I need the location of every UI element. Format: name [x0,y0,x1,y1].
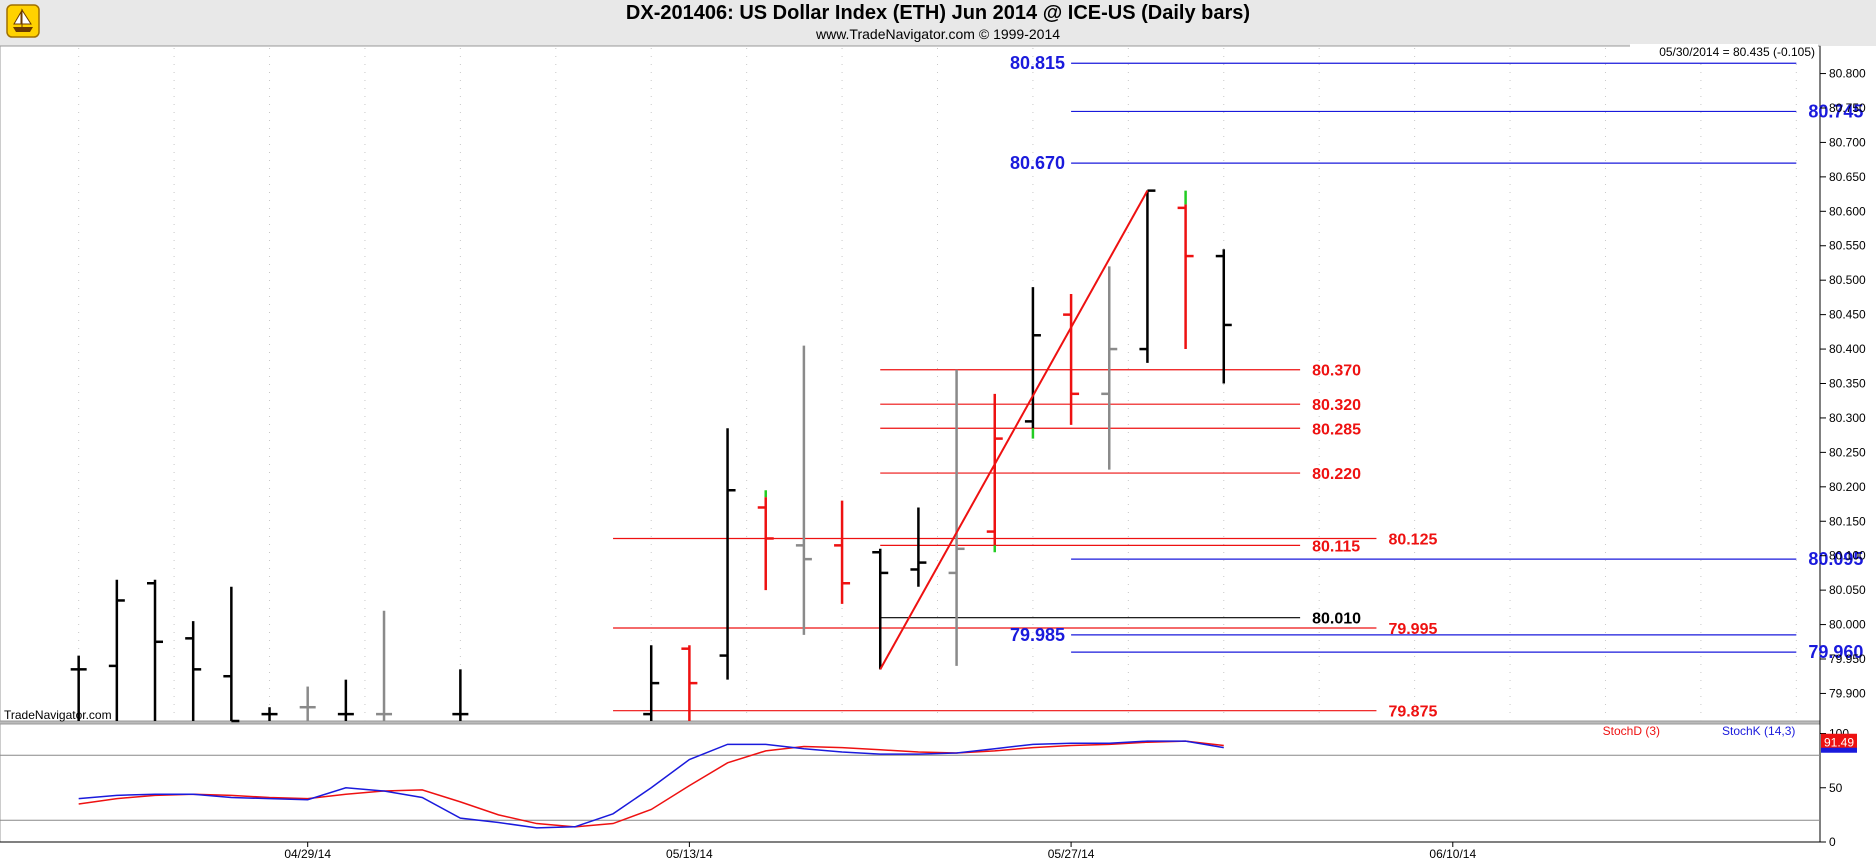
chart-header [0,0,1876,46]
stoch-last-value-badge-k [1821,747,1857,753]
price-tick-label: 80.400 [1829,342,1866,356]
stoch-tick-label: 0 [1829,835,1836,849]
stoch-legend-k: StochK (14,3) [1722,724,1795,738]
level-label: 80.125 [1388,531,1437,548]
price-tick-label: 80.350 [1829,377,1866,391]
price-tick-label: 80.200 [1829,480,1866,494]
watermark-label: TradeNavigator.com [4,708,112,722]
date-tick-label: 04/29/14 [284,847,331,861]
date-tick-label: 06/10/14 [1429,847,1476,861]
price-tick-label: 80.500 [1829,273,1866,287]
level-label: 80.745 [1808,101,1863,121]
price-panel-frame [0,45,1821,722]
price-tick-label: 80.050 [1829,583,1866,597]
price-tick-label: 80.300 [1829,411,1866,425]
last-price-label: 05/30/2014 = 80.435 (-0.105) [1659,45,1815,59]
stochastic-panel-frame [0,723,1821,843]
price-tick-label: 79.950 [1829,652,1866,666]
level-label: 80.815 [1010,53,1065,73]
price-tick-label: 80.600 [1829,204,1866,218]
level-label: 79.985 [1010,625,1065,645]
price-tick-label: 80.150 [1829,514,1866,528]
stoch-last-value-badge [1821,733,1857,751]
level-label: 80.320 [1312,397,1361,414]
price-tick-label: 80.650 [1829,170,1866,184]
level-label: 80.285 [1312,421,1361,438]
level-label: 80.010 [1312,611,1361,628]
date-tick-label: 05/27/14 [1048,847,1095,861]
level-label: 79.875 [1388,704,1437,721]
price-tick-label: 80.250 [1829,445,1866,459]
price-tick-label: 79.900 [1829,686,1866,700]
stoch-legend-d: StochD (3) [1603,724,1660,738]
price-tick-label: 80.450 [1829,308,1866,322]
price-tick-label: 80.100 [1829,549,1866,563]
chart-title: DX-201406: US Dollar Index (ETH) Jun 201… [625,2,1251,24]
stoch-tick-label: 50 [1829,781,1843,795]
level-label: 80.220 [1312,466,1361,483]
level-label: 79.960 [1808,642,1863,662]
price-tick-label: 80.750 [1829,101,1866,115]
stoch-last-value: 91.49 [1824,736,1854,750]
price-tick-label: 80.000 [1829,618,1866,632]
level-label: 79.995 [1388,621,1437,638]
last-price-box [1630,44,1818,61]
price-tick-label: 80.800 [1829,67,1866,81]
level-label: 80.370 [1312,363,1361,380]
trend-line [879,190,1149,670]
sailing-ship-logo-icon [4,2,42,45]
stoch-series-line [78,740,1224,829]
date-tick-label: 05/13/14 [666,847,713,861]
chart-subtitle: www.TradeNavigator.com © 1999-2014 [815,26,1061,42]
level-label: 80.095 [1808,549,1863,569]
level-label: 80.670 [1010,153,1065,173]
price-tick-label: 80.700 [1829,135,1866,149]
stoch-series-line [78,740,1224,828]
price-tick-label: 80.550 [1829,239,1866,253]
level-label: 80.115 [1312,538,1360,555]
